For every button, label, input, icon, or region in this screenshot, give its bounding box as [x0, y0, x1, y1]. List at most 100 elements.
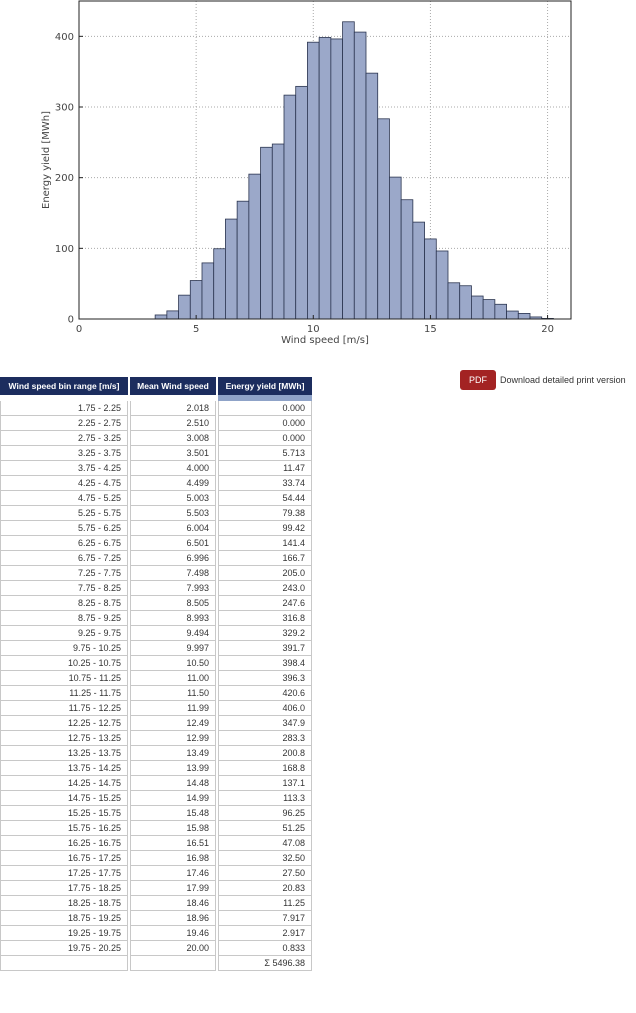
histogram-bar — [389, 176, 402, 320]
table-row: 3.25 - 3.75 3.501 5.713 — [0, 446, 312, 461]
cell-mean-wind-speed: 2.510 — [130, 416, 216, 431]
histogram-bar — [494, 303, 507, 320]
cell-mean-wind-speed: 16.98 — [130, 851, 216, 866]
cell-energy-yield: 113.3 — [218, 791, 312, 806]
cell-bin-range: 6.75 - 7.25 — [0, 551, 128, 566]
cell-mean-wind-speed: 6.996 — [130, 551, 216, 566]
histogram-bar — [248, 173, 261, 320]
download-print-version-link[interactable]: Download detailed print version — [500, 375, 626, 385]
x-tick-label: 15 — [424, 324, 437, 335]
cell-mean-wind-speed: 17.46 — [130, 866, 216, 881]
cell-energy-yield: 0.000 — [218, 401, 312, 416]
cell-energy-yield: 47.08 — [218, 836, 312, 851]
y-tick-label: 100 — [55, 244, 74, 255]
histogram-bar — [260, 146, 273, 320]
cell-bin-range: 7.75 - 8.25 — [0, 581, 128, 596]
histogram-bar — [447, 282, 461, 320]
histogram-bar — [353, 31, 367, 320]
cell-energy-yield: 0.000 — [218, 431, 312, 446]
table-row: 14.25 - 14.75 14.48 137.1 — [0, 776, 312, 791]
histogram-bar — [330, 38, 343, 320]
cell-bin-range: 18.25 - 18.75 — [0, 896, 128, 911]
histogram-bar — [189, 280, 203, 320]
cell-bin-range: 4.25 - 4.75 — [0, 476, 128, 491]
cell-bin-range: 14.75 - 15.25 — [0, 791, 128, 806]
cell-bin-range: 9.75 - 10.25 — [0, 641, 128, 656]
cell-energy-yield: 7.917 — [218, 911, 312, 926]
x-tick-label: 20 — [541, 324, 554, 335]
cell-mean-wind-speed: 11.99 — [130, 701, 216, 716]
cell-bin-range: 3.25 - 3.75 — [0, 446, 128, 461]
header-energy-yield[interactable]: Energy yield [MWh] — [218, 377, 312, 395]
cell-mean-wind-speed: 7.498 — [130, 566, 216, 581]
cell-mean-wind-speed: 14.99 — [130, 791, 216, 806]
cell-energy-yield: 398.4 — [218, 656, 312, 671]
y-tick-label: 400 — [55, 32, 74, 43]
table-row: 19.25 - 19.75 19.46 2.917 — [0, 926, 312, 941]
cell-bin-range: 15.75 - 16.25 — [0, 821, 128, 836]
table-row: 4.25 - 4.75 4.499 33.74 — [0, 476, 312, 491]
cell-mean-wind-speed: 2.018 — [130, 401, 216, 416]
cell-mean-wind-speed: 6.501 — [130, 536, 216, 551]
table-row: 17.75 - 18.25 17.99 20.83 — [0, 881, 312, 896]
cell-bin-range: 14.25 - 14.75 — [0, 776, 128, 791]
histogram-bar — [225, 218, 238, 320]
header-bin-range[interactable]: Wind speed bin range [m/s] — [0, 377, 128, 395]
cell-energy-yield: 168.8 — [218, 761, 312, 776]
y-tick-label: 300 — [55, 103, 74, 114]
pdf-button[interactable]: PDF — [460, 370, 496, 390]
histogram-bar — [342, 21, 355, 320]
histogram-bar — [213, 248, 226, 320]
table-row: 1.75 - 2.25 2.018 0.000 — [0, 401, 312, 416]
cell-bin-range: 1.75 - 2.25 — [0, 401, 128, 416]
table-row: 5.75 - 6.25 6.004 99.42 — [0, 521, 312, 536]
cell-mean-wind-speed: 11.50 — [130, 686, 216, 701]
plot-frame — [78, 0, 572, 320]
table-total-row: Σ 5496.38 — [0, 956, 312, 971]
cell-bin-range: 19.75 - 20.25 — [0, 941, 128, 956]
header-mean-wind-speed[interactable]: Mean Wind speed — [130, 377, 216, 395]
x-tick-label: 0 — [76, 324, 82, 335]
download-area: PDF Download detailed print version — [460, 370, 626, 390]
cell-bin-range: 3.75 - 4.25 — [0, 461, 128, 476]
total-empty-cell — [130, 956, 216, 971]
table-row: 11.25 - 11.75 11.50 420.6 — [0, 686, 312, 701]
cell-mean-wind-speed: 14.48 — [130, 776, 216, 791]
cell-bin-range: 17.25 - 17.75 — [0, 866, 128, 881]
cell-energy-yield: 51.25 — [218, 821, 312, 836]
cell-mean-wind-speed: 19.46 — [130, 926, 216, 941]
cell-mean-wind-speed: 3.501 — [130, 446, 216, 461]
table-row: 6.75 - 7.25 6.996 166.7 — [0, 551, 312, 566]
table-header-row: Wind speed bin range [m/s] Mean Wind spe… — [0, 377, 312, 395]
histogram-bar — [295, 85, 308, 320]
table-row: 9.25 - 9.75 9.494 329.2 — [0, 626, 312, 641]
energy-yield-histogram: 0 5 10 15 20 0 100 200 300 400 Wind speed [m/s] Ene… — [0, 0, 636, 350]
cell-energy-yield: 2.917 — [218, 926, 312, 941]
cell-mean-wind-speed: 17.99 — [130, 881, 216, 896]
cell-bin-range: 9.25 - 9.75 — [0, 626, 128, 641]
cell-bin-range: 15.25 - 15.75 — [0, 806, 128, 821]
histogram-bar — [271, 143, 285, 320]
cell-energy-yield: 141.4 — [218, 536, 312, 551]
table-row: 5.25 - 5.75 5.503 79.38 — [0, 506, 312, 521]
table-row: 2.25 - 2.75 2.510 0.000 — [0, 416, 312, 431]
sort-indicator-active — [218, 395, 312, 401]
cell-bin-range: 11.75 - 12.25 — [0, 701, 128, 716]
cell-mean-wind-speed: 13.49 — [130, 746, 216, 761]
cell-bin-range: 4.75 - 5.25 — [0, 491, 128, 506]
histogram-bar — [377, 118, 390, 320]
cell-mean-wind-speed: 3.008 — [130, 431, 216, 446]
histogram-bar — [178, 294, 191, 320]
x-tick-label: 5 — [193, 324, 199, 335]
cell-bin-range: 6.25 - 6.75 — [0, 536, 128, 551]
cell-energy-yield: 329.2 — [218, 626, 312, 641]
table-row: 19.75 - 20.25 20.00 0.833 — [0, 941, 312, 956]
total-empty-cell — [0, 956, 128, 971]
cell-bin-range: 2.75 - 3.25 — [0, 431, 128, 446]
table-row: 7.75 - 8.25 7.993 243.0 — [0, 581, 312, 596]
cell-energy-yield: 11.25 — [218, 896, 312, 911]
cell-bin-range: 17.75 - 18.25 — [0, 881, 128, 896]
cell-energy-yield: 96.25 — [218, 806, 312, 821]
table-row: 8.75 - 9.25 8.993 316.8 — [0, 611, 312, 626]
cell-mean-wind-speed: 12.99 — [130, 731, 216, 746]
